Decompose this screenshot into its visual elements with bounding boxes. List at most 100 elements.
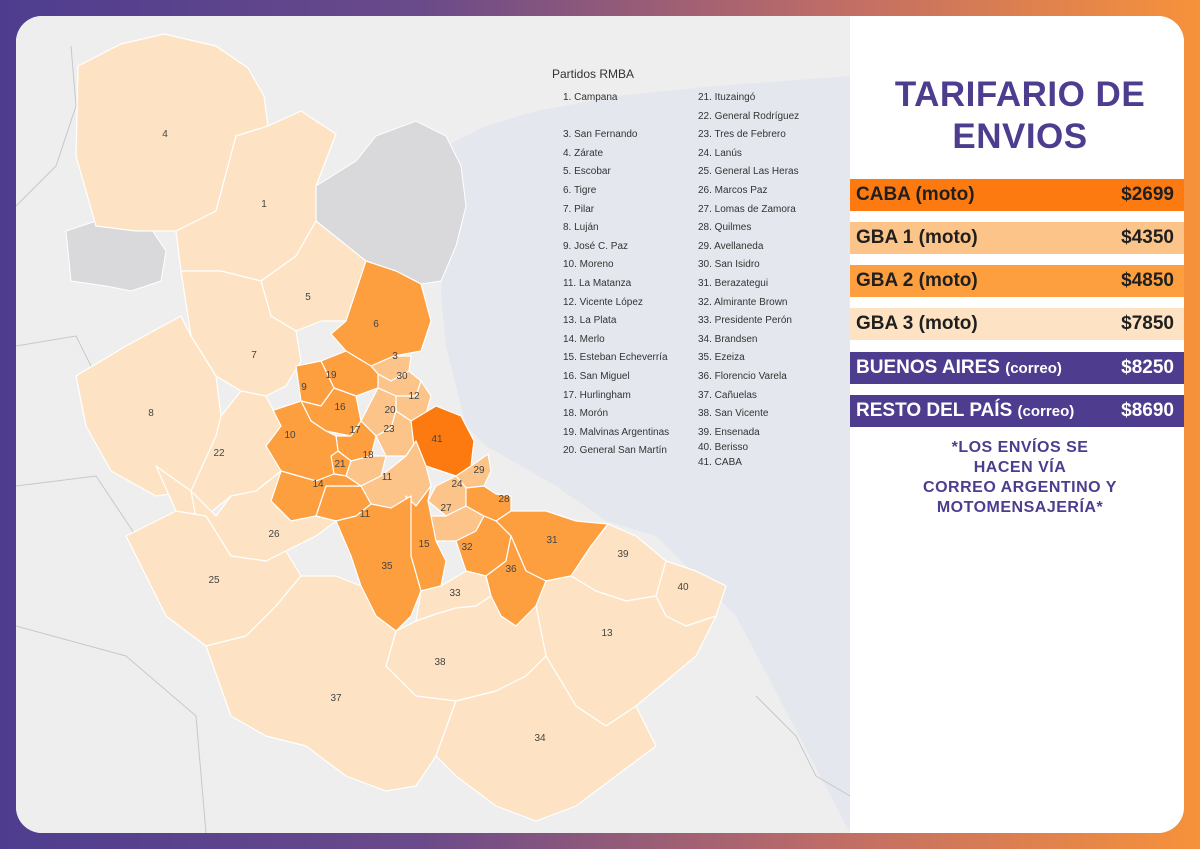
rate-mode: (moto) [918, 227, 978, 248]
rmba-map: 4 1 5 6 7 8 3 30 12 19 9 16 20 23 17 21 … [16, 16, 850, 833]
partido-20-label: 20 [384, 405, 396, 416]
legend-entry: 30. San Isidro [698, 259, 760, 271]
legend-entry: 35. Ezeiza [698, 352, 745, 364]
legend-entry: 11. La Matanza [563, 277, 632, 289]
rate-price: $2699 [1121, 184, 1174, 205]
legend-entry: 13. La Plata [563, 315, 617, 327]
rate-name: BUENOS AIRES [856, 357, 1000, 378]
partido-39-label: 39 [617, 549, 629, 560]
partido-40-label: 40 [677, 582, 689, 593]
rate-name: GBA 1 [856, 227, 914, 248]
tariff-panel: TARIFARIO DE ENVIOS CABA (moto) $2699 GB… [850, 16, 1184, 833]
partido-41-label: 41 [431, 434, 443, 445]
rate-mode: (correo) [1017, 403, 1075, 420]
partido-37-region [205, 575, 457, 792]
partido-8-label: 8 [148, 408, 154, 419]
legend-entry: 5. Escobar [563, 166, 611, 178]
legend-entry: 17. Hurlingham [563, 389, 631, 401]
legend-entry: 34. Brandsen [698, 333, 758, 345]
rate-price: $8690 [1121, 400, 1174, 421]
partido-9-label: 9 [301, 382, 307, 393]
partido-22-label: 22 [213, 448, 225, 459]
outer-boundaries [16, 45, 850, 833]
legend-entry: 27. Lomas de Zamora [698, 203, 796, 215]
rate-mode: (moto) [918, 270, 978, 291]
legend-entry: 6. Tigre [563, 184, 597, 196]
legend-entry: 8. Luján [563, 222, 599, 234]
rate-price: $4350 [1121, 227, 1174, 248]
legend-entry: 12. Vicente López [563, 296, 643, 308]
legend-entry: 20. General San Martín [563, 445, 667, 457]
legend-entry: 19. Malvinas Argentinas [563, 426, 670, 438]
partido-26-label: 26 [268, 529, 280, 540]
legend-entry: 10. Moreno [563, 259, 614, 271]
partido-23-label: 23 [383, 424, 395, 435]
rate-row-gba1: GBA 1 (moto) $4350 [850, 222, 1184, 254]
legend-entry: 36. Florencio Varela [698, 370, 787, 382]
legend-entry: 37. Cañuelas [698, 389, 757, 401]
legend-entry: 26. Marcos Paz [698, 184, 768, 196]
legend-entry: 39. Ensenada [698, 426, 760, 438]
partido-37-label: 37 [330, 693, 342, 704]
partidos-legend: Partidos RMBA 1. Campana 3. San Fernando 4… [551, 67, 831, 497]
partido-33-label: 33 [449, 588, 461, 599]
title-line-2: ENVIOS [952, 117, 1088, 156]
legend-entry: 1. Campana [563, 92, 618, 103]
legend-entry: 28. Quilmes [698, 222, 752, 234]
rio-de-la-plata [441, 76, 850, 833]
rate-row-caba: CABA (moto) $2699 [850, 179, 1184, 211]
partido-19-label: 19 [325, 370, 337, 381]
rate-price: $8250 [1121, 357, 1174, 378]
partido-21-label: 21 [334, 459, 346, 470]
partido-11-label: 11 [360, 509, 371, 520]
rate-price: $4850 [1121, 270, 1174, 291]
legend-entry: 33. Presidente Perón [698, 315, 792, 327]
rate-row-gba3: GBA 3 (moto) $7850 [850, 308, 1184, 340]
shipping-note: *LOS ENVÍOS SE HACEN VÍA CORREO ARGENTIN… [850, 438, 1184, 518]
legend-entry: 4. Zárate [563, 147, 604, 159]
partido-4-label: 4 [162, 129, 168, 140]
legend-entry: 40. Berisso [698, 442, 749, 454]
partido-35-label: 35 [381, 561, 393, 572]
partido-12-label: 12 [408, 391, 420, 402]
legend-entry: 24. Lanús [698, 147, 742, 159]
partido-15-label: 15 [418, 539, 430, 550]
partido-34-label: 34 [534, 733, 546, 744]
partido-14-label: 14 [312, 479, 324, 490]
legend-title: Partidos RMBA [552, 67, 635, 81]
legend-column-2: 21. Ituzaingó 22. General Rodríguez 23. Tr… [698, 89, 799, 473]
rate-name: CABA [856, 184, 911, 205]
partido-17-label: 17 [349, 425, 361, 436]
legend-entry: 9. José C. Paz [563, 240, 629, 252]
partido-31-label: 31 [546, 535, 558, 546]
legend-entry: 38. San Vicente [698, 408, 769, 420]
partido-34-region [435, 655, 657, 822]
legend-entry: 22. General Rodríguez [698, 110, 800, 122]
note-line: *LOS ENVÍOS SE [951, 439, 1089, 456]
partido-29-label: 29 [473, 465, 485, 476]
rate-price: $7850 [1121, 313, 1174, 334]
legend-entry: 18. Morón [563, 408, 609, 420]
partido-10-label: 10 [284, 430, 296, 441]
legend-entry: 23. Tres de Febrero [698, 129, 786, 141]
note-line: HACEN VÍA [973, 459, 1067, 476]
rate-name: GBA 3 [856, 313, 914, 334]
legend-entry: 21. Ituzaingó [698, 92, 756, 103]
content-card: 4 1 5 6 7 8 3 30 12 19 9 16 20 23 17 21 … [16, 16, 1184, 833]
partido-6-label: 6 [373, 319, 379, 330]
legend-entry [563, 108, 669, 127]
panel-title: TARIFARIO DE ENVIOS [850, 74, 1184, 158]
rate-mode: (correo) [1005, 360, 1062, 377]
partido-30-label: 30 [396, 371, 408, 382]
title-line-1: TARIFARIO DE [894, 75, 1146, 114]
partido-36-label: 36 [505, 564, 517, 575]
partido-24-label: 24 [451, 479, 463, 490]
partido-27-label: 27 [440, 503, 452, 514]
partido-28-label: 28 [498, 494, 510, 505]
rate-row-gba2: GBA 2 (moto) $4850 [850, 265, 1184, 297]
rate-row-resto-del-pais: RESTO DEL PAÍS (correo) $8690 [850, 395, 1184, 427]
partido-25-label: 25 [208, 575, 220, 586]
partido-5-label: 5 [305, 292, 311, 303]
legend-column-1: 1. Campana 3. San Fernando 4. Zárate 5. Esc… [563, 89, 669, 461]
